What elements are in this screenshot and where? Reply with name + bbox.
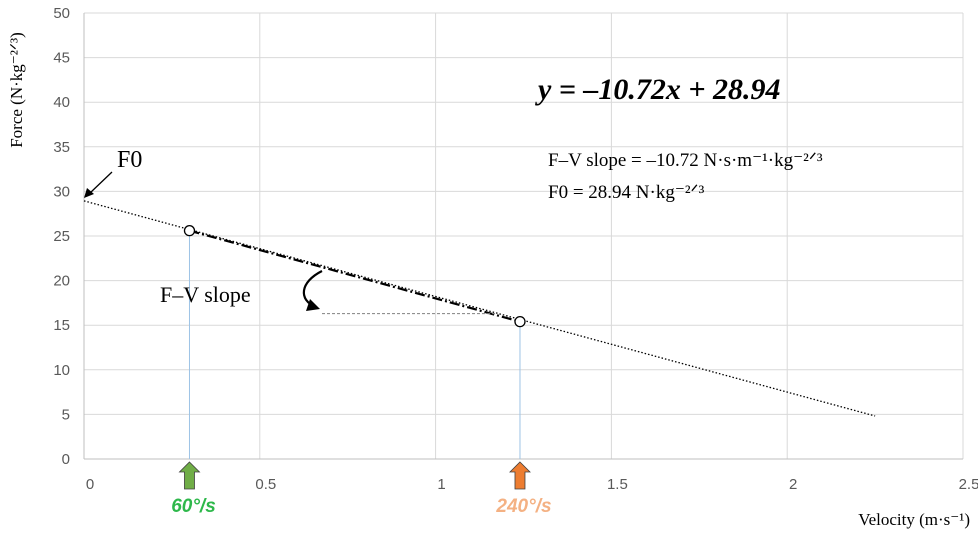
data-layer: 60°/s 240°/s <box>83 171 876 517</box>
slope-arrowhead <box>306 299 320 311</box>
tick-labels: 0 5 10 15 20 25 30 35 40 45 50 0 0.5 1 1.5 2 2.5 <box>53 5 978 493</box>
y-tick-label: 15 <box>53 317 70 334</box>
y-axis-label: Force (N·kg⁻²ᐟ³) <box>7 32 26 148</box>
speed-marker-arrow-icon <box>509 461 531 490</box>
data-point <box>514 315 526 328</box>
x-tick-label: 2.5 <box>959 476 978 493</box>
x-axis-label: Velocity (m·s⁻¹) <box>858 510 970 529</box>
speed-marker-label: 60°/s <box>171 496 216 517</box>
x-tick-label: 1 <box>437 476 445 493</box>
y-tick-label: 50 <box>53 5 70 22</box>
y-tick-label: 5 <box>62 406 70 423</box>
y-tick-label: 20 <box>53 273 70 290</box>
f0-pointer-arrowhead <box>84 188 94 198</box>
grid <box>84 12 964 459</box>
x-tick-label: 0.5 <box>255 476 276 493</box>
y-tick-label: 35 <box>53 139 70 156</box>
speed-marker-arrow-icon <box>178 461 201 490</box>
x-tick-label: 2 <box>789 476 797 493</box>
x-tick-label: 0 <box>86 476 94 493</box>
y-tick-label: 0 <box>62 451 70 468</box>
f0-pointer-line <box>89 171 113 194</box>
x-tick-label: 1.5 <box>607 476 628 493</box>
y-tick-label: 25 <box>53 228 70 245</box>
y-tick-label: 30 <box>53 183 70 200</box>
f0-value-text: F0 = 28.94 N·kg⁻²ᐟ³ <box>548 182 705 203</box>
fv-segment <box>189 229 521 323</box>
speed-marker-label: 240°/s <box>495 496 551 517</box>
axes <box>83 13 963 460</box>
data-point <box>183 224 196 237</box>
y-tick-label: 45 <box>53 50 70 67</box>
regression-line <box>83 200 876 417</box>
y-tick-label: 40 <box>53 94 70 111</box>
regression-equation: y = –10.72x + 28.94 <box>535 73 781 106</box>
slope-value-text: F–V slope = –10.72 N·s·m⁻¹·kg⁻²ᐟ³ <box>548 150 823 171</box>
y-tick-label: 10 <box>53 362 70 379</box>
slope-label: F–V slope <box>160 282 251 307</box>
f0-label: F0 <box>117 147 142 173</box>
slope-curve-arrow <box>302 270 323 309</box>
